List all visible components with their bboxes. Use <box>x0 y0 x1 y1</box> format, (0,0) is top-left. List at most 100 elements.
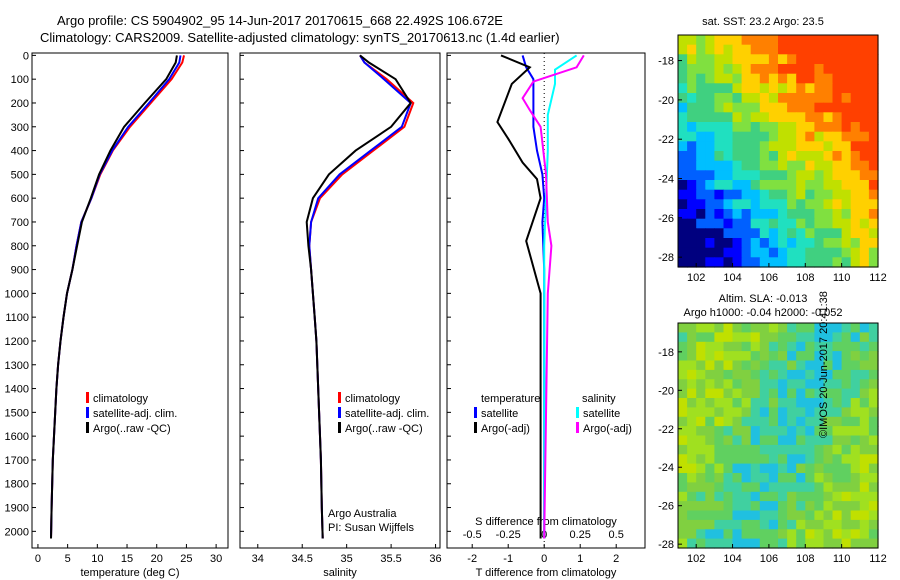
sst-map-cell <box>868 64 879 75</box>
sla-map-cell <box>868 379 879 390</box>
sst-map-cell <box>705 112 715 123</box>
sla-map-cell <box>759 360 770 371</box>
sla-map-cell <box>741 369 752 380</box>
sst-map-cell <box>732 54 743 65</box>
sst-map-lat-label: -24 <box>658 174 674 186</box>
sst-map-cell <box>796 131 806 142</box>
sla-map-cell <box>823 379 834 390</box>
sst-map-cell <box>768 228 779 239</box>
sla-map-cell <box>868 454 879 465</box>
sla-map-cell <box>778 444 788 455</box>
sla-map-cell <box>741 398 752 408</box>
sst-map-cell <box>823 122 834 133</box>
sla-map-cell <box>868 510 879 521</box>
sst-map-cell <box>778 131 788 142</box>
sla-map-cell <box>759 463 770 474</box>
sla-map-lon-label: 102 <box>687 553 705 565</box>
sst-map-cell <box>814 189 825 200</box>
sla-map-cell <box>705 323 715 333</box>
sst-map-cell <box>741 54 752 65</box>
sst-map-cell <box>832 199 843 210</box>
sst-map-cell <box>868 180 879 191</box>
sst-map-cell <box>687 102 697 113</box>
sst-map-lon-label: 110 <box>833 272 851 284</box>
sla-map-cell <box>759 435 770 446</box>
sst-map-cell <box>787 160 797 171</box>
sla-map-cell <box>723 426 734 437</box>
sst-map-cell <box>796 228 806 239</box>
difference-legend-salinity-label: satellite <box>583 408 620 420</box>
sst-map-cell <box>750 160 761 171</box>
sla-map-cell <box>796 519 806 530</box>
sst-map-cell <box>741 257 752 268</box>
salinity-line-argo <box>305 54 412 539</box>
sla-map-cell <box>814 435 825 446</box>
sst-map-cell <box>750 189 761 200</box>
sst-map-cell <box>714 238 725 249</box>
sst-map-cell <box>705 44 715 55</box>
sst-map-cell <box>796 180 806 191</box>
sla-map-lon-label: 104 <box>723 553 741 565</box>
chart-title-line2: Climatology: CARS2009. Satellite-adjuste… <box>40 30 560 45</box>
sla-map-cell <box>859 491 870 502</box>
sst-map-cell <box>696 131 706 142</box>
sla-map-cell <box>768 435 779 446</box>
sst-map-cell <box>796 160 806 171</box>
sla-map-cell <box>768 473 779 483</box>
sst-map-cell <box>805 151 815 162</box>
sla-map-cell <box>850 519 861 530</box>
sla-map-cell <box>814 407 825 418</box>
sla-map-cell <box>696 407 706 418</box>
sla-map-cell <box>868 426 879 437</box>
sla-map-cell <box>750 407 761 418</box>
argo-australia-label: Argo Australia <box>328 508 397 520</box>
sst-map-cell <box>768 131 779 142</box>
sst-map-cell <box>759 64 770 75</box>
sla-map-cell <box>723 529 734 540</box>
sla-map-cell <box>850 388 861 399</box>
sla-map-cell <box>850 360 861 371</box>
sla-map-cell <box>678 444 688 455</box>
sla-map-cell <box>796 473 806 483</box>
sla-map-cell <box>687 369 697 380</box>
sst-map-cell <box>805 112 815 123</box>
sst-map-cell <box>750 93 761 104</box>
sla-map-cell <box>796 323 806 333</box>
sla-map-cell <box>796 398 806 408</box>
sla-map-cell <box>687 501 697 512</box>
sla-map-lat-label: -20 <box>658 385 674 397</box>
sst-map-cell <box>868 209 879 220</box>
sla-map-cell <box>796 341 806 352</box>
sla-map-cell <box>678 332 688 343</box>
sst-map-cell <box>768 122 779 133</box>
sla-map-cell <box>759 426 770 437</box>
sst-map-cell <box>832 180 843 191</box>
sst-map-cell <box>687 257 697 268</box>
sla-map-cell <box>723 332 734 343</box>
sst-map-lon-label: 102 <box>687 272 705 284</box>
sla-map-cell <box>732 454 743 465</box>
sla-map-cell <box>841 435 852 446</box>
sst-map-cell <box>714 83 725 94</box>
sla-map-title-line1: Altim. SLA: -0.013 <box>719 293 808 305</box>
sla-map-cell <box>732 444 743 455</box>
sst-map-cell <box>732 73 743 84</box>
depth-tick-label: 900 <box>11 265 29 277</box>
sst-map-cell <box>723 170 734 181</box>
sla-map-cell <box>805 360 815 371</box>
sst-map-cell <box>841 83 852 94</box>
sst-map-cell <box>714 102 725 113</box>
sla-map-cell <box>796 463 806 474</box>
sla-map-cell <box>823 463 834 474</box>
sst-map-cell <box>678 35 688 46</box>
sst-map-cell <box>841 257 852 268</box>
sla-map-cell <box>678 360 688 371</box>
sla-map-cell <box>732 323 743 333</box>
sst-map-cell <box>714 247 725 258</box>
sst-map-cell <box>796 54 806 65</box>
sla-map-cell <box>787 491 797 502</box>
sla-map-cell <box>796 510 806 521</box>
sla-map-cell <box>678 351 688 362</box>
sst-map-cell <box>805 160 815 171</box>
sst-map-cell <box>823 54 834 65</box>
